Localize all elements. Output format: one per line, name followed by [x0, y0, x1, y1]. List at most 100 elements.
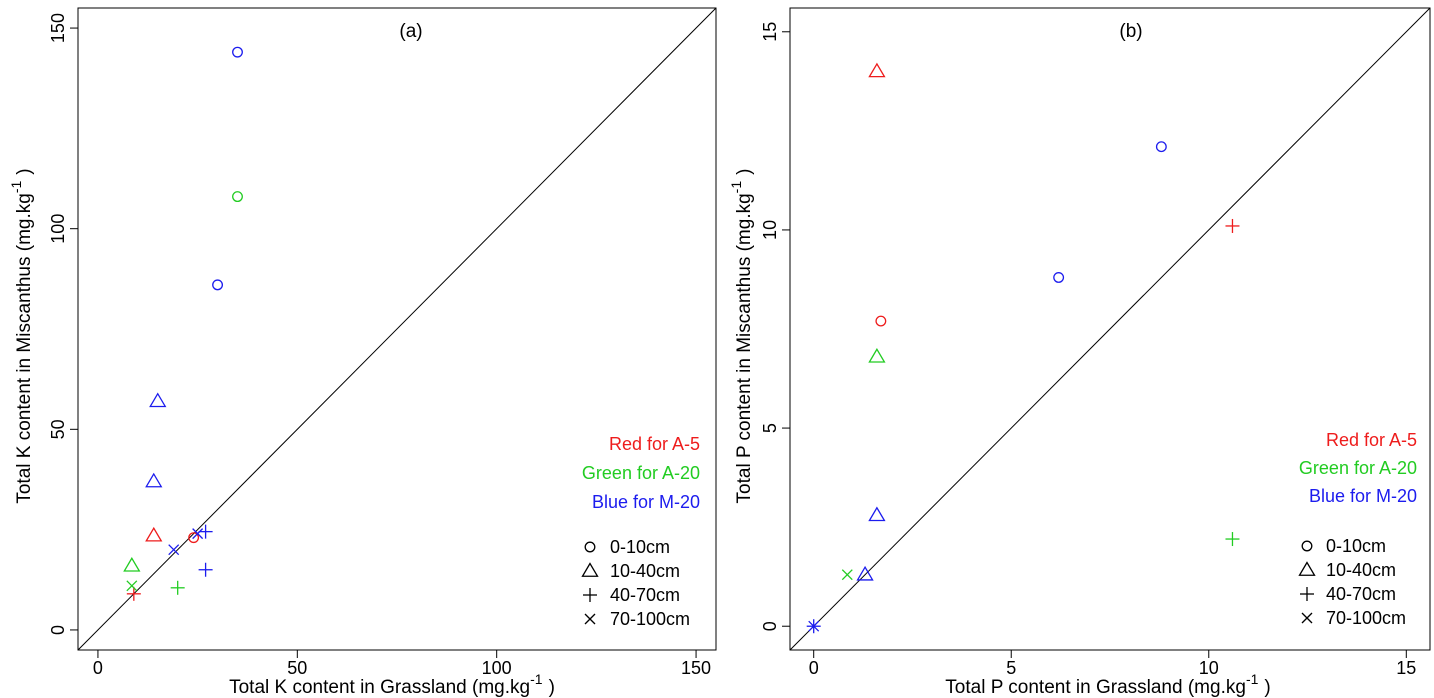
point-a-11: [126, 586, 141, 601]
point-b-7: [1225, 218, 1240, 233]
point-a-3: [188, 532, 200, 544]
legend-a-blue: Blue for M-20: [592, 492, 700, 512]
y-tick-label-a-1: 50: [48, 419, 68, 439]
y-axis-title-b-unit: (mg.kg: [734, 193, 755, 251]
legend-b-blue: Blue for M-20: [1309, 486, 1417, 506]
x-axis-title-a-main: Total K content in Grassland: [229, 677, 467, 698]
point-a-0: [232, 46, 243, 58]
point-a-14: [126, 580, 138, 592]
point-a-2: [212, 279, 224, 291]
shape-legend-b-label-3: 70-100cm: [1326, 608, 1406, 628]
shape-legend-a: 0-10cm 10-40cm 40-70cm 70-100cm: [581, 537, 690, 629]
point-a-10: [170, 580, 185, 595]
shape-legend-a-circle: [584, 541, 596, 553]
x-tick-label-a-1: 50: [287, 658, 307, 678]
y-axis-title-b-sup: -1: [728, 181, 744, 194]
point-a-9: [198, 562, 213, 577]
point-a-7: [123, 556, 141, 572]
shape-legend-a-triangle: [581, 562, 599, 577]
point-a-6: [145, 526, 163, 542]
panel-a-k-content: 0 50 100 150 0 50 100 150 (a) Total K content …: [8, 7, 717, 698]
y-tick-label-b-3: 15: [760, 22, 780, 42]
y-axis-title-a: Total K content in Miscanthus (mg.kg-1): [8, 168, 35, 503]
plot-frame-a: [77, 7, 717, 651]
x-axis-title-a-unit: (mg.kg: [472, 677, 530, 698]
y-axis-title-b-main: Total P content in Miscanthus: [734, 257, 755, 504]
point-a-12: [192, 528, 204, 540]
shape-legend-a-label-0: 0-10cm: [610, 537, 670, 557]
point-a-13: [168, 544, 180, 556]
legend-a-green: Green for A-20: [582, 463, 700, 483]
point-b-1: [1053, 272, 1065, 283]
point-a-1: [232, 191, 243, 203]
x-axis-title-b: Total P content in Grassland (mg.kg-1): [945, 671, 1270, 698]
shape-legend-b-label-0: 0-10cm: [1326, 536, 1386, 556]
shape-legend-b-cross: [1301, 612, 1313, 624]
y-tick-label-a-2: 100: [48, 214, 68, 244]
x-tick-label-b-2: 10: [1199, 658, 1219, 678]
x-tick-label-a-2: 100: [482, 658, 512, 678]
identity-line-b: [789, 7, 1431, 651]
point-b-9: [841, 569, 853, 581]
shape-legend-a-label-2: 40-70cm: [610, 585, 680, 605]
shape-legend-b-label-2: 40-70cm: [1326, 584, 1396, 604]
x-tick-label-b-0: 0: [809, 658, 819, 678]
y-tick-label-a-0: 0: [48, 625, 68, 635]
point-b-2: [875, 315, 887, 327]
point-b-6: [856, 565, 874, 581]
shape-legend-b-triangle: [1298, 561, 1316, 576]
point-a-8: [198, 524, 213, 539]
y-axis-title-a-sup: -1: [8, 180, 24, 193]
points-b: [806, 62, 1240, 634]
shape-legend-a-label-1: 10-40cm: [610, 561, 680, 581]
shape-legend-b-plus: [1300, 587, 1314, 601]
x-ticks-b: 0 5 10 15: [809, 650, 1416, 678]
x-axis-title-a-sup: -1: [530, 671, 543, 687]
identity-line-a-path: [77, 7, 717, 651]
y-axis-title-a-main: Total K content in Miscanthus: [14, 257, 35, 504]
y-axis-title-b-close: ): [734, 169, 755, 175]
y-tick-label-b-2: 10: [760, 220, 780, 240]
x-tick-label-a-0: 0: [93, 658, 103, 678]
point-b-3: [868, 62, 886, 78]
shape-legend-b-circle: [1301, 540, 1313, 552]
y-axis-title-b: Total P content in Miscanthus (mg.kg-1): [728, 169, 755, 504]
identity-line-b-path: [789, 7, 1431, 651]
y-tick-label-b-1: 5: [760, 423, 780, 433]
panel-b-p-content: 0 5 10 15 0 5 10 15 (b) Total P content in Gra…: [728, 7, 1431, 698]
identity-line-a: [77, 7, 717, 651]
x-axis-title-a: Total K content in Grassland (mg.kg-1): [229, 671, 555, 698]
point-b-11: [808, 620, 820, 632]
point-a-5: [145, 472, 163, 488]
point-b-8: [1225, 532, 1240, 547]
x-tick-label-b-1: 5: [1006, 658, 1016, 678]
legend-b-red: Red for A-5: [1326, 430, 1417, 450]
point-a-4: [149, 392, 167, 408]
y-axis-title-a-unit: (mg.kg: [14, 193, 35, 251]
shape-legend-a-plus: [583, 588, 597, 602]
shape-legend-a-cross: [584, 613, 596, 625]
point-b-4: [868, 347, 886, 363]
legend-a: Red for A-5 Green for A-20 Blue for M-20…: [581, 434, 700, 629]
panel-label-b: (b): [1119, 21, 1142, 42]
x-axis-title-b-sup: -1: [1246, 671, 1259, 687]
legend-a-red: Red for A-5: [609, 434, 700, 454]
point-b-5: [868, 506, 886, 522]
x-tick-label-a-3: 150: [681, 658, 711, 678]
x-axis-title-b-close: ): [1264, 677, 1270, 698]
y-ticks-b: 0 5 10 15: [760, 22, 790, 631]
panel-label-a: (a): [399, 21, 422, 42]
x-tick-label-b-3: 15: [1396, 658, 1416, 678]
y-ticks-a: 0 50 100 150: [48, 13, 78, 635]
shape-legend-a-label-3: 70-100cm: [610, 609, 690, 629]
shape-legend-b-label-1: 10-40cm: [1326, 560, 1396, 580]
x-axis-title-b-main: Total P content in Grassland: [945, 677, 1182, 698]
legend-b: Red for A-5 Green for A-20 Blue for M-20…: [1298, 430, 1417, 628]
y-axis-title-a-close: ): [14, 168, 35, 174]
x-axis-title-b-unit: (mg.kg: [1188, 677, 1246, 698]
shape-legend-b: 0-10cm 10-40cm 40-70cm 70-100cm: [1298, 536, 1406, 628]
x-axis-title-a-close: ): [549, 677, 555, 698]
legend-b-green: Green for A-20: [1299, 458, 1417, 478]
y-tick-label-a-3: 150: [48, 13, 68, 43]
